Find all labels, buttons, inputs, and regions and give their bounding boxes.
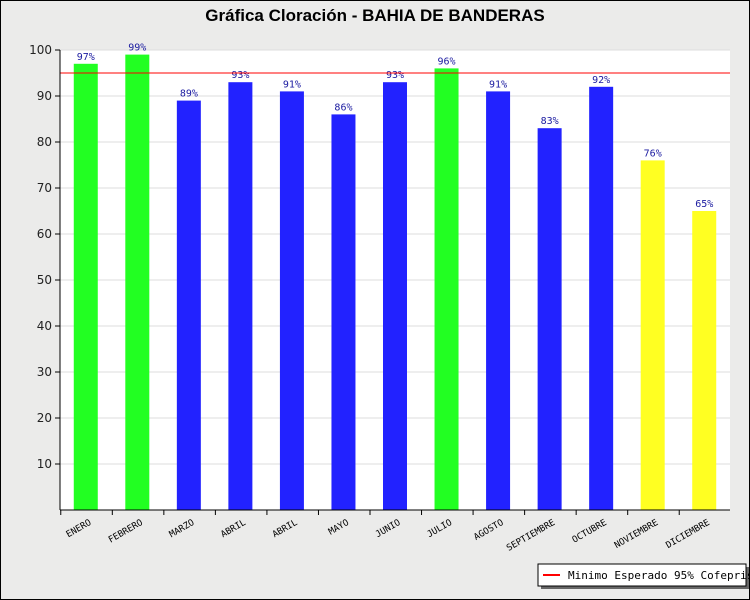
bar: [692, 211, 717, 510]
chart-title: Gráfica Cloración - BAHIA DE BANDERAS: [205, 6, 544, 25]
x-tick-label: ENERO: [65, 518, 93, 540]
x-tick-label: JULIO: [426, 518, 454, 540]
data-label: 91%: [283, 79, 301, 90]
y-tick-label: 100: [29, 43, 52, 57]
bar: [486, 91, 511, 511]
data-label: 89%: [180, 89, 198, 100]
x-tick-label: MAYO: [327, 518, 351, 538]
data-label: 65%: [695, 199, 713, 210]
bar: [537, 128, 562, 510]
y-tick-label: 50: [37, 273, 52, 287]
data-label: 99%: [128, 43, 146, 54]
x-tick-label: ABRIL: [219, 518, 247, 540]
bar: [228, 82, 253, 510]
y-tick-label: 80: [37, 135, 52, 149]
bar: [589, 86, 614, 511]
x-tick-label: NOVIEMBRE: [613, 518, 660, 551]
data-label: 76%: [644, 148, 662, 159]
bar: [383, 82, 407, 510]
data-label: 91%: [489, 79, 507, 90]
y-tick-label: 90: [37, 89, 52, 103]
bar: [176, 100, 201, 510]
bar: [331, 114, 356, 511]
bar: [640, 160, 665, 510]
x-tick-label: SEPTIEMBRE: [505, 518, 557, 554]
x-tick-label: AGOSTO: [472, 518, 505, 543]
data-label: 83%: [541, 116, 559, 127]
bar: [125, 54, 150, 510]
y-tick-label: 60: [37, 227, 52, 241]
x-tick-label: OCTUBRE: [571, 518, 609, 546]
y-tick-label: 30: [37, 365, 52, 379]
data-label: 86%: [334, 102, 352, 113]
legend-label: Minimo Esperado 95% Cofepris: [568, 569, 750, 582]
x-tick-label: ABRIL: [271, 518, 299, 540]
data-label: 92%: [592, 75, 610, 86]
x-tick-label: FEBRERO: [107, 518, 145, 546]
legend: Minimo Esperado 95% Cofepris: [537, 563, 750, 589]
y-tick-label: 40: [37, 319, 52, 333]
data-label: 97%: [77, 52, 95, 63]
bar: [73, 63, 98, 511]
y-tick-label: 20: [37, 411, 52, 425]
x-tick-label: DICIEMBRE: [664, 518, 711, 551]
bar: [434, 68, 459, 511]
bar: [279, 91, 304, 511]
x-tick-label: JUNIO: [374, 518, 402, 540]
data-label: 93%: [231, 70, 249, 81]
x-tick-label: MARZO: [168, 518, 196, 540]
y-tick-label: 10: [37, 457, 52, 471]
data-label: 96%: [438, 56, 456, 67]
y-tick-label: 70: [37, 181, 52, 195]
data-label: 93%: [386, 70, 404, 81]
